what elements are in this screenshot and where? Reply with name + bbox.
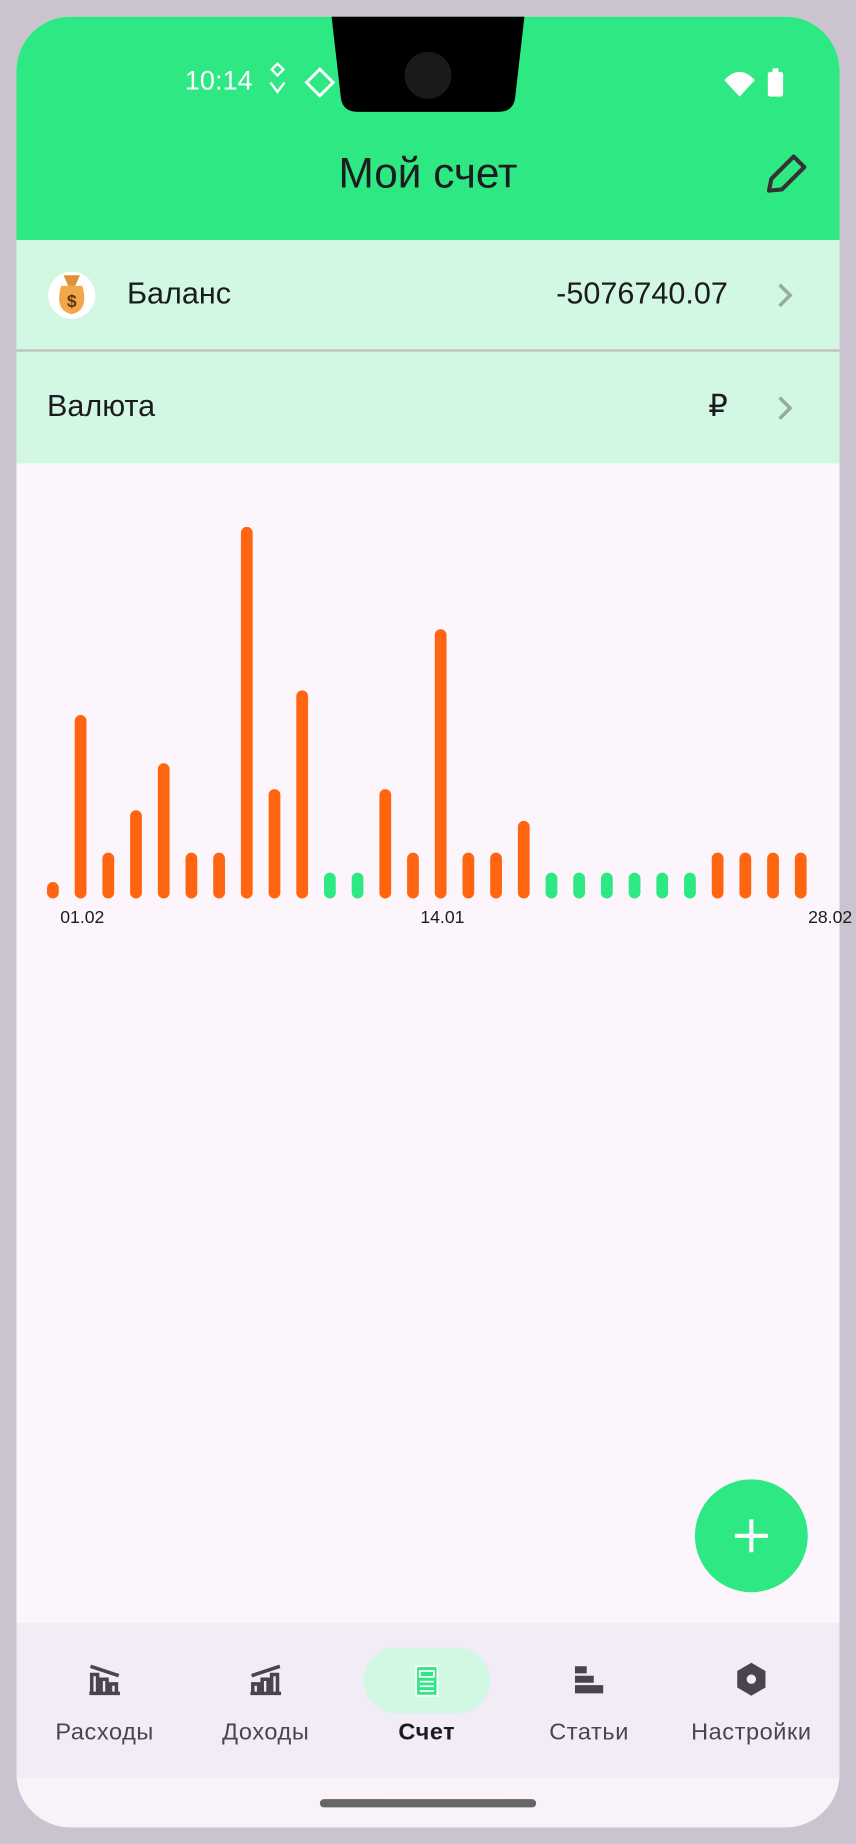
bar — [628, 872, 641, 899]
bar — [74, 715, 87, 899]
nav-item[interactable]: Доходы — [222, 1664, 309, 1745]
bar — [462, 852, 475, 899]
currency-label: Валюта — [47, 389, 155, 423]
dollar-sign: $ — [67, 291, 77, 311]
money-bag — [59, 285, 85, 315]
balance-row[interactable] — [16, 240, 840, 350]
nav-icon — [89, 1664, 120, 1696]
currency-row[interactable] — [16, 351, 840, 464]
nav-icon — [574, 1666, 604, 1694]
bar — [240, 526, 253, 899]
edit-icon — [766, 154, 807, 193]
home-indicator — [319, 1799, 537, 1808]
nav-icon-hole — [746, 1674, 757, 1684]
bar — [711, 852, 724, 899]
bar — [517, 820, 530, 899]
add-button[interactable] — [694, 1479, 808, 1593]
nav: Расходы Доходы Счет Статьи Настройки — [55, 1662, 812, 1745]
status-icon — [304, 67, 336, 98]
nav-icon — [250, 1664, 282, 1696]
bar — [407, 852, 419, 899]
bar — [545, 872, 558, 899]
bar — [47, 882, 59, 899]
bar — [185, 852, 198, 899]
nav-label: Расходы — [55, 1719, 153, 1745]
nav-label: Счет — [398, 1719, 455, 1745]
status-icon — [269, 61, 286, 94]
x-tick-label: 01.02 — [60, 907, 104, 927]
bar — [739, 852, 752, 899]
bar — [767, 852, 779, 899]
bar — [656, 872, 669, 899]
nav-item[interactable]: Расходы — [55, 1664, 153, 1745]
nav-item[interactable]: Счет — [398, 1665, 455, 1745]
wifi-icon — [724, 71, 755, 97]
currency-value: ₽ — [708, 389, 727, 423]
x-tick-label: 28.02 — [808, 907, 852, 927]
bar — [351, 872, 364, 899]
bar — [130, 810, 142, 899]
bar — [324, 872, 336, 899]
bar — [379, 789, 392, 899]
bar — [490, 852, 502, 899]
nav-label: Статьи — [549, 1719, 629, 1745]
money-bag-top — [63, 275, 80, 286]
edit-button[interactable] — [766, 154, 807, 193]
bar — [102, 852, 115, 899]
bar — [296, 690, 309, 899]
battery-icon — [767, 71, 784, 97]
bar — [268, 789, 281, 899]
bar — [794, 852, 807, 899]
battery-tip — [772, 68, 779, 74]
chevron — [778, 283, 793, 308]
x-tick-label: 14.01 — [420, 907, 464, 927]
bar — [434, 629, 447, 899]
divider — [16, 349, 840, 352]
plus-icon — [734, 1519, 768, 1553]
nav-icon — [415, 1665, 439, 1697]
status-time: 10:14 — [185, 66, 253, 96]
balance-value: -5076740.07 — [556, 276, 728, 310]
bar — [157, 763, 170, 899]
chart: 01.02 14.01 28.02 — [47, 526, 852, 927]
bar — [684, 872, 696, 899]
nav-item[interactable]: Статьи — [549, 1666, 629, 1745]
balance-label: Баланс — [127, 276, 231, 310]
app-title: Мой счет — [339, 150, 518, 197]
nav-label: Настройки — [691, 1719, 812, 1745]
nav-item[interactable]: Настройки — [691, 1662, 812, 1745]
bar — [573, 872, 586, 899]
camera — [404, 51, 452, 99]
bar — [600, 872, 613, 899]
chevron — [778, 396, 793, 420]
bar — [213, 852, 225, 899]
nav-label: Доходы — [222, 1719, 309, 1745]
